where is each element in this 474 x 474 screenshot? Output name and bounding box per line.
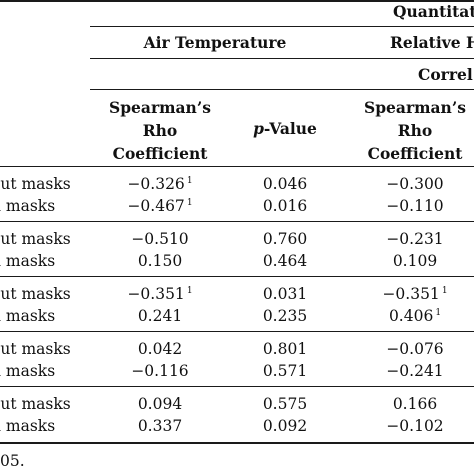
rho-header: Spearman’s Rho Coefficient xyxy=(95,96,225,165)
group-divider xyxy=(0,276,474,277)
rho-value: 0.241 xyxy=(137,307,183,325)
rh-rho-cell: 0.109 xyxy=(350,252,474,270)
rho-footnote-marker: 1 xyxy=(186,286,193,296)
rho-cell: −0.351 1 xyxy=(95,285,225,303)
rh-rho-cell: −0.076 xyxy=(350,340,474,358)
variable-header-rule xyxy=(90,58,474,59)
rho-cell: −0.510 xyxy=(95,230,225,248)
rh-rho-cell: −0.110 xyxy=(350,197,474,215)
pvalue-cell: 0.464 xyxy=(262,252,308,270)
rh-rho-footnote-marker: 1 xyxy=(441,286,448,296)
pvalue-cell: 0.801 xyxy=(262,340,308,358)
row-label: n masks xyxy=(0,362,56,380)
rh-rho-cell: −0.351 1 xyxy=(350,285,474,303)
group-header-rule xyxy=(90,26,474,27)
rh-rho-cell: 0.166 xyxy=(350,395,474,413)
rho-footnote-marker: 1 xyxy=(186,198,193,208)
pvalue-header: p-Value xyxy=(240,119,330,138)
rho-cell: −0.116 xyxy=(95,362,225,380)
correl-header-rule xyxy=(90,89,474,90)
pvalue-cell: 0.092 xyxy=(262,417,308,435)
rh-rho-value: 0.406 xyxy=(388,307,434,325)
rh-rho-value: 0.109 xyxy=(392,252,438,270)
rho-value: 0.150 xyxy=(137,252,183,270)
rho-cell: −0.467 1 xyxy=(95,197,225,215)
rh-rho-header-line2: Rho xyxy=(397,121,433,140)
rho-value: −0.510 xyxy=(131,230,189,248)
pvalue-cell: 0.571 xyxy=(262,362,308,380)
rho-value: −0.326 xyxy=(127,175,185,193)
rho-value: 0.094 xyxy=(137,395,183,413)
rho-cell: 0.337 xyxy=(95,417,225,435)
rho-footnote-marker: 1 xyxy=(186,176,193,186)
rh-rho-value: −0.351 xyxy=(382,285,440,303)
bottom-rule xyxy=(0,442,474,444)
row-label: out masks xyxy=(0,285,71,303)
rho-value: −0.116 xyxy=(131,362,189,380)
top-rule xyxy=(0,0,474,2)
row-label: n masks xyxy=(0,197,56,215)
rho-header-line1: Spearman’s xyxy=(109,98,211,117)
rho-value: −0.351 xyxy=(127,285,185,303)
rh-rho-value: −0.231 xyxy=(386,230,444,248)
rho-value: 0.042 xyxy=(137,340,183,358)
rh-rho-header-line1: Spearman’s xyxy=(364,98,466,117)
pvalue-header-rest: -Value xyxy=(263,119,317,138)
row-label: out masks xyxy=(0,175,71,193)
row-label: out masks xyxy=(0,230,71,248)
pvalue-cell: 0.235 xyxy=(262,307,308,325)
rho-value: 0.337 xyxy=(137,417,183,435)
rho-value: −0.467 xyxy=(127,197,185,215)
rho-cell: 0.042 xyxy=(95,340,225,358)
group-title: Quantitat xyxy=(393,2,474,21)
rh-rho-header-line3: Coefficient xyxy=(367,144,463,163)
rho-header-line2: Rho xyxy=(142,121,178,140)
rh-rho-value: 0.166 xyxy=(392,395,438,413)
rh-rho-value: −0.076 xyxy=(386,340,444,358)
rho-cell: 0.241 xyxy=(95,307,225,325)
rho-cell: 0.094 xyxy=(95,395,225,413)
rh-rho-cell: −0.231 xyxy=(350,230,474,248)
pvalue-cell: 0.016 xyxy=(262,197,308,215)
rh-rho-footnote-marker: 1 xyxy=(435,308,442,318)
pvalue-header-italic: p xyxy=(253,119,264,138)
row-label: n masks xyxy=(0,307,56,325)
row-label: out masks xyxy=(0,395,71,413)
pvalue-cell: 0.031 xyxy=(262,285,308,303)
rh-rho-cell: −0.241 xyxy=(350,362,474,380)
footnote: 05. xyxy=(0,452,25,470)
rh-rho-cell: −0.102 xyxy=(350,417,474,435)
rho-cell: −0.326 1 xyxy=(95,175,225,193)
rho-cell: 0.150 xyxy=(95,252,225,270)
group-divider xyxy=(0,386,474,387)
correl-header: Correl xyxy=(418,65,473,84)
column-header-bottom-rule xyxy=(0,166,474,167)
rh-rho-value: −0.102 xyxy=(386,417,444,435)
pvalue-cell: 0.760 xyxy=(262,230,308,248)
air-temperature-header: Air Temperature xyxy=(143,33,287,52)
rh-rho-value: −0.241 xyxy=(386,362,444,380)
rho-header-line3: Coefficient xyxy=(112,144,208,163)
relative-humidity-header: Relative H xyxy=(390,33,474,52)
rh-rho-header: Spearman’s Rho Coefficient xyxy=(350,96,474,165)
group-divider xyxy=(0,221,474,222)
pvalue-cell: 0.575 xyxy=(262,395,308,413)
rh-rho-value: −0.300 xyxy=(386,175,444,193)
rh-rho-value: −0.110 xyxy=(386,197,444,215)
rh-rho-cell: 0.406 1 xyxy=(350,307,474,325)
row-label: n masks xyxy=(0,252,56,270)
group-divider xyxy=(0,331,474,332)
pvalue-cell: 0.046 xyxy=(262,175,308,193)
row-label: out masks xyxy=(0,340,71,358)
row-label: n masks xyxy=(0,417,56,435)
rh-rho-cell: −0.300 xyxy=(350,175,474,193)
